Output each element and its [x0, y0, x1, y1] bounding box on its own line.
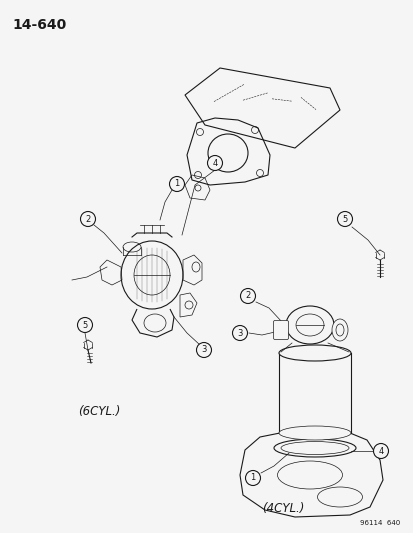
Text: 3: 3 — [201, 345, 206, 354]
Text: 4: 4 — [377, 447, 383, 456]
Text: 14-640: 14-640 — [12, 18, 66, 32]
Text: 96114  640: 96114 640 — [359, 520, 399, 526]
Ellipse shape — [331, 319, 347, 341]
Text: 5: 5 — [342, 214, 347, 223]
Text: 1: 1 — [174, 180, 179, 189]
Ellipse shape — [278, 426, 350, 440]
Circle shape — [80, 212, 95, 227]
Circle shape — [245, 471, 260, 486]
Circle shape — [196, 343, 211, 358]
Text: (4CYL.): (4CYL.) — [261, 502, 304, 515]
Ellipse shape — [285, 306, 333, 344]
Circle shape — [232, 326, 247, 341]
Text: 2: 2 — [245, 292, 250, 301]
Ellipse shape — [273, 439, 355, 457]
Circle shape — [77, 318, 92, 333]
Text: 1: 1 — [250, 473, 255, 482]
Text: 4: 4 — [212, 158, 217, 167]
Circle shape — [207, 156, 222, 171]
Text: (6CYL.): (6CYL.) — [78, 405, 120, 418]
Text: 2: 2 — [85, 214, 90, 223]
Circle shape — [169, 176, 184, 191]
Ellipse shape — [278, 345, 350, 361]
Text: 3: 3 — [237, 328, 242, 337]
Text: 5: 5 — [82, 320, 88, 329]
Circle shape — [373, 443, 387, 458]
FancyBboxPatch shape — [273, 320, 288, 340]
Circle shape — [337, 212, 351, 227]
Circle shape — [240, 288, 255, 303]
